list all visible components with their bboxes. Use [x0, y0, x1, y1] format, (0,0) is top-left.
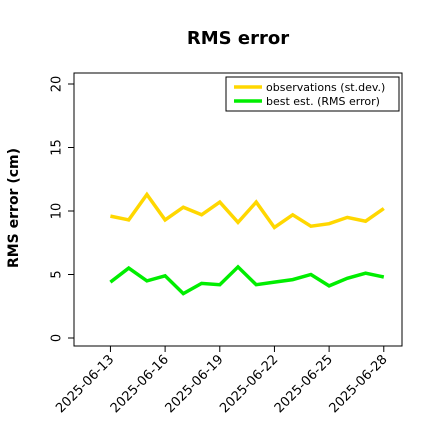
legend-box	[225, 76, 400, 112]
y-axis-ticks: 0 5 10 15 20	[50, 76, 74, 342]
y-tick-label: 15	[50, 139, 65, 156]
chart-title: RMS error	[187, 28, 289, 49]
x-tick-label: 2025-06-28	[327, 352, 391, 416]
y-tick-label: 5	[50, 270, 65, 278]
legend-label-best-estimate: best est. (RMS error)	[266, 95, 380, 108]
y-tick-label: 0	[50, 334, 65, 342]
y-axis-label: RMS error (cm)	[6, 148, 22, 268]
y-tick-label: 10	[50, 203, 65, 220]
x-axis-ticks: 2025-06-132025-06-162025-06-192025-06-22…	[53, 346, 391, 416]
series-line-0	[110, 191, 385, 230]
series-layer	[109, 191, 385, 296]
plot-frame	[73, 72, 403, 347]
series-line-1	[109, 264, 385, 296]
legend-label-observations: observations (st.dev.)	[266, 81, 385, 94]
y-tick-label: 20	[50, 76, 65, 93]
legend: observations (st.dev.) best est. (RMS er…	[225, 76, 400, 112]
